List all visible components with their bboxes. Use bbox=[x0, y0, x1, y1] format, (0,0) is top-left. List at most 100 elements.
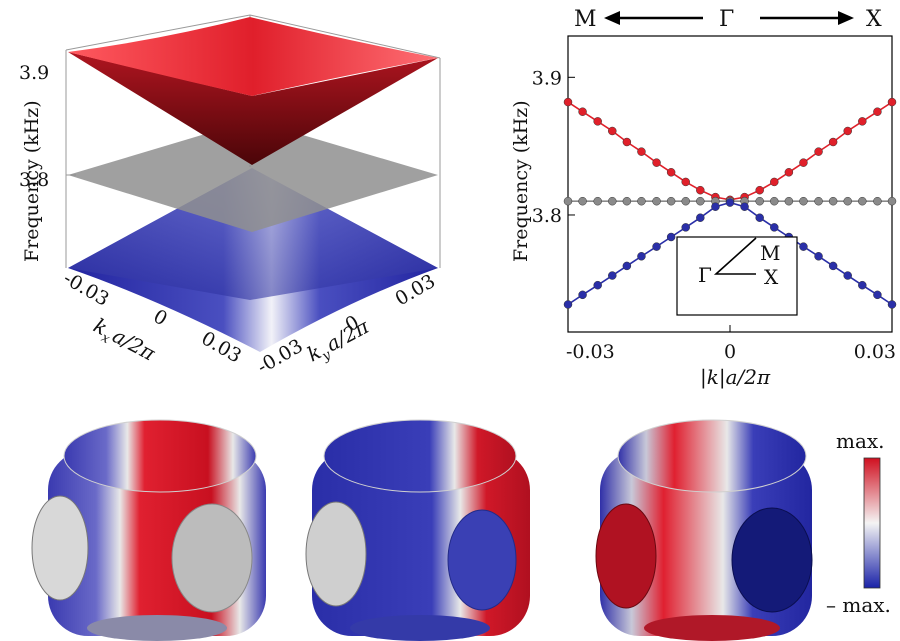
y-tick-label: 3.9 bbox=[532, 67, 562, 89]
direction-label-gamma: Γ bbox=[719, 7, 734, 32]
inset-label-gamma: Γ bbox=[698, 263, 712, 287]
surface-y-axis-label: Frequency (kHz) bbox=[21, 100, 43, 262]
flat-band-point bbox=[887, 196, 897, 206]
flat-band-point bbox=[696, 196, 705, 206]
lower-band-top-face bbox=[68, 168, 438, 300]
flat-band-point bbox=[563, 196, 573, 206]
upper-band-point bbox=[858, 117, 867, 126]
upper-band-point bbox=[652, 158, 661, 167]
upper-band-point bbox=[755, 185, 764, 195]
upper-band-point bbox=[608, 126, 617, 136]
upper-band-point bbox=[593, 117, 602, 126]
lower-band-point bbox=[725, 198, 735, 207]
upper-band-point bbox=[563, 97, 573, 107]
upper-band-point bbox=[770, 177, 779, 187]
lower-band-point bbox=[578, 290, 587, 300]
lower-band-point bbox=[858, 280, 867, 290]
lower-band-point bbox=[843, 271, 852, 280]
lower-band-point bbox=[770, 223, 779, 232]
lower-band-point bbox=[666, 232, 676, 242]
upper-band-point bbox=[622, 137, 632, 147]
flat-band-point bbox=[784, 196, 794, 206]
mode-2-top-face bbox=[323, 419, 517, 493]
mode-3-right-rod bbox=[731, 507, 813, 613]
lower-band-point bbox=[696, 213, 705, 222]
surface-z-tick-39: 3.9 bbox=[19, 62, 49, 84]
brillouin-inset: Γ M X bbox=[676, 236, 798, 316]
x-tick-label: -0.03 bbox=[566, 341, 615, 363]
lower-band-point bbox=[755, 213, 764, 222]
flat-band-point bbox=[755, 196, 764, 206]
mode-1-top-face bbox=[63, 419, 257, 493]
upper-band-line bbox=[567, 101, 893, 201]
lower-band-point bbox=[799, 242, 808, 251]
direction-label-x: X bbox=[866, 7, 882, 32]
mode-shape-1 bbox=[31, 419, 266, 641]
dispersion-y-axis-label: Frequency (kHz) bbox=[510, 100, 532, 262]
flat-band-surface bbox=[68, 120, 438, 232]
arrow-head-m-icon bbox=[604, 11, 620, 25]
flat-band-point bbox=[578, 196, 587, 206]
colorbar-min-label: – max. bbox=[826, 593, 891, 617]
flat-band-point bbox=[652, 196, 661, 206]
surface-z-tick-38: 3.8 bbox=[19, 169, 49, 191]
inset-path bbox=[713, 237, 757, 275]
mode-3-left-rod bbox=[595, 503, 657, 609]
mode-2-bottom-cap bbox=[350, 615, 490, 641]
upper-band-point bbox=[814, 147, 823, 156]
direction-label-m: M bbox=[574, 7, 597, 32]
flat-band-point bbox=[799, 196, 808, 206]
mode-2-right-rod bbox=[447, 509, 517, 611]
flat-band-point bbox=[593, 196, 602, 206]
mode-1-bottom-cap bbox=[87, 615, 227, 641]
lower-band-point bbox=[814, 252, 823, 261]
mode-3-top-face bbox=[617, 419, 807, 493]
upper-band-point bbox=[784, 168, 794, 177]
colorbar-gradient bbox=[863, 457, 881, 589]
lower-band-point bbox=[887, 300, 897, 309]
flat-band-point bbox=[858, 196, 867, 206]
lower-band-point bbox=[652, 242, 661, 251]
inset-label-m: M bbox=[760, 241, 780, 265]
dispersion-x-axis-label: |k|a/2π bbox=[700, 365, 771, 390]
upper-band-point bbox=[578, 107, 587, 116]
mode-3-bottom-cap bbox=[644, 615, 780, 641]
flat-band-point bbox=[608, 196, 617, 206]
flat-band-point bbox=[828, 196, 838, 206]
mode-1-right-rod bbox=[171, 503, 253, 613]
dispersion-points bbox=[563, 97, 897, 309]
mode-1-left-rod bbox=[31, 495, 89, 601]
flat-band-point bbox=[637, 196, 646, 206]
colorbar: max. – max. bbox=[826, 429, 891, 617]
lower-band-point bbox=[740, 202, 749, 211]
colorbar-max-label: max. bbox=[836, 429, 885, 453]
lower-band-point bbox=[593, 280, 602, 290]
upper-band-point bbox=[637, 147, 646, 156]
lower-band-point bbox=[563, 300, 573, 309]
upper-band-point bbox=[873, 107, 882, 116]
arrow-head-x-icon bbox=[838, 11, 854, 25]
flat-band-point bbox=[814, 196, 823, 206]
lower-band-point bbox=[828, 261, 838, 271]
flat-band-point bbox=[873, 196, 882, 206]
inset-frame bbox=[676, 236, 798, 316]
flat-band-point bbox=[666, 196, 676, 206]
mode-shape-3 bbox=[595, 419, 813, 641]
kx-tick-zero: 0 bbox=[150, 305, 171, 330]
kx-axis-label: kxa/2π bbox=[88, 313, 160, 369]
flat-band-point bbox=[770, 196, 779, 206]
mode-2-left-rod bbox=[305, 501, 367, 607]
upper-band-underside bbox=[68, 52, 438, 165]
flat-band-point bbox=[843, 196, 852, 206]
lower-band-point bbox=[711, 202, 720, 211]
upper-band-point bbox=[887, 97, 897, 107]
x-tick-label: 0 bbox=[724, 341, 736, 363]
x-tick-label: 0.03 bbox=[854, 341, 896, 363]
dispersion-plot: M Γ X -0.03 0 0.03 3.8 3.9 Frequency (kHz) |… bbox=[510, 7, 897, 390]
upper-band-point bbox=[666, 168, 676, 177]
upper-band-point bbox=[799, 158, 808, 167]
dispersion-ticks: -0.03 0 0.03 3.8 3.9 bbox=[532, 67, 896, 363]
lower-band-point bbox=[681, 223, 690, 232]
y-tick-label: 3.8 bbox=[532, 205, 562, 227]
mode-shape-2 bbox=[305, 419, 530, 641]
